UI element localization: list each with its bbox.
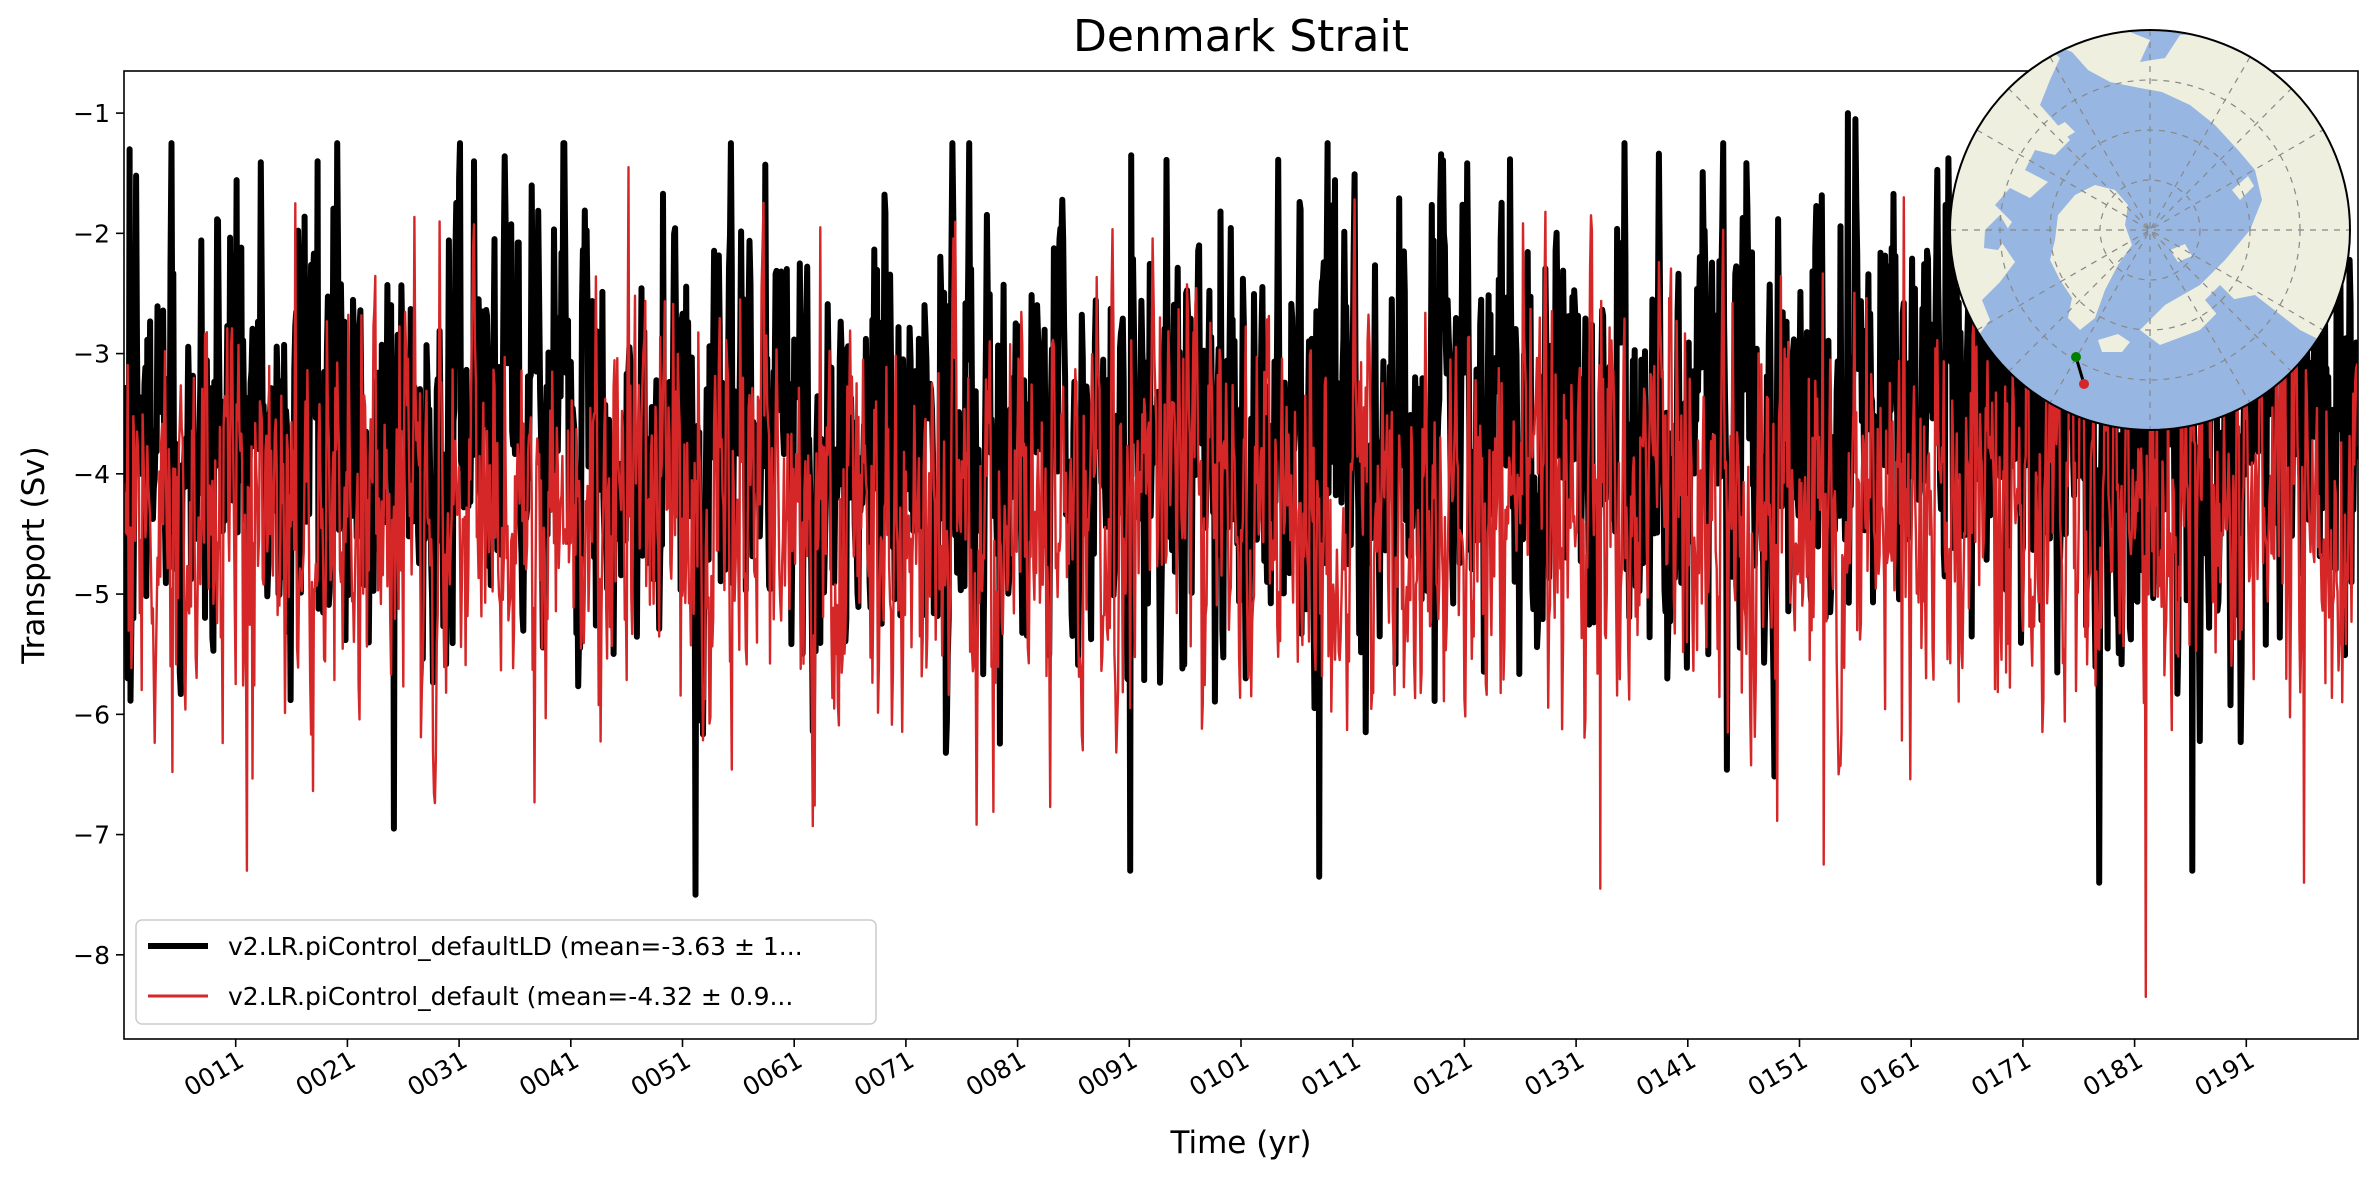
y-axis-label: Transport (Sv) [16,446,52,665]
transect-end-marker [2079,379,2089,389]
x-axis: 0011 0021 0031 0041 0051 0061 0071 0081 0091 0101… [179,1039,2259,1102]
y-tick-label: −7 [73,821,110,850]
x-tick-label: 0171 [1966,1045,2036,1102]
x-tick-label: 0161 [1855,1045,1925,1102]
x-tick-label: 0021 [291,1045,361,1102]
legend-label-default: v2.LR.piControl_default (mean=-4.32 ± 0.… [228,982,793,1011]
y-tick-label: −4 [73,460,110,489]
x-tick-label: 0191 [2190,1045,2260,1102]
y-axis: −1 −2 −3 −4 −5 −6 −7 −8 [73,99,124,970]
x-tick-label: 0111 [1296,1045,1366,1102]
y-tick-label: −8 [73,941,110,970]
inset-polar-map [1949,29,2351,431]
x-tick-label: 0181 [2078,1045,2148,1102]
x-tick-label: 0071 [849,1045,919,1102]
map-graticule [1950,30,2350,430]
y-tick-label: −2 [73,219,110,248]
x-tick-label: 0051 [626,1045,696,1102]
y-tick-label: −6 [73,700,110,729]
x-tick-label: 0091 [1073,1045,1143,1102]
x-tick-label: 0011 [179,1045,249,1102]
y-tick-label: −5 [73,580,110,609]
x-tick-label: 0151 [1743,1045,1813,1102]
x-tick-label: 0081 [961,1045,1031,1102]
legend: v2.LR.piControl_defaultLD (mean=-3.63 ± … [135,919,877,1025]
legend-box [135,919,877,1025]
x-tick-label: 0131 [1519,1045,1589,1102]
legend-label-ld: v2.LR.piControl_defaultLD (mean=-3.63 ± … [228,932,803,961]
x-tick-label: 0031 [402,1045,472,1102]
y-tick-label: −1 [73,99,110,128]
series-layer [124,110,2358,999]
x-tick-label: 0061 [738,1045,808,1102]
map-border [1949,29,2351,431]
x-axis-label: Time (yr) [1170,1125,1312,1161]
y-tick-label: −3 [73,340,110,369]
x-tick-label: 0041 [514,1045,584,1102]
series-line-default [124,166,2358,999]
transect-start-marker [2071,352,2081,362]
x-tick-label: 0101 [1184,1045,1254,1102]
chart-title: Denmark Strait [1073,11,1409,62]
x-tick-label: 0121 [1408,1045,1478,1102]
x-tick-label: 0141 [1631,1045,1701,1102]
